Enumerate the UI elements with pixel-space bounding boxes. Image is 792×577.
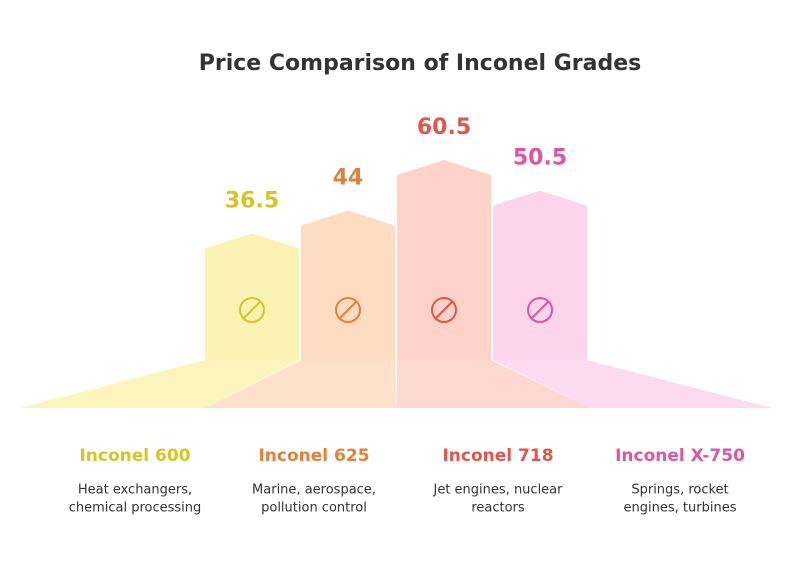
category-label: Inconel 600 (79, 446, 190, 466)
category-label: Inconel 718 (442, 446, 553, 466)
description: engines, turbines (624, 501, 737, 516)
bar (205, 233, 299, 360)
description: chemical processing (69, 501, 202, 516)
bar (493, 190, 587, 360)
description: Jet engines, nuclear (433, 483, 564, 498)
value-label: 50.5 (513, 146, 567, 171)
icon-part (339, 301, 357, 319)
description: reactors (471, 501, 525, 516)
floor-segment (20, 360, 299, 408)
floor-segment (205, 360, 397, 408)
category-label: Inconel X-750 (615, 446, 745, 466)
description: Springs, rocket (631, 483, 728, 498)
description: pollution control (261, 501, 367, 516)
value-label: 44 (333, 165, 364, 190)
icon-part (431, 297, 457, 323)
floor-segment (493, 360, 772, 408)
description: Heat exchangers, (78, 483, 192, 498)
icon-part (435, 301, 453, 319)
icon-part (527, 297, 553, 323)
icon-part (531, 301, 549, 319)
icon-part (335, 297, 361, 323)
icon (239, 297, 265, 323)
floor-segment (397, 360, 590, 408)
icon-part (243, 301, 261, 319)
category-label: Inconel 625 (258, 446, 369, 466)
value-label: 60.5 (417, 115, 471, 140)
chart-title: Price Comparison of Inconel Grades (199, 51, 641, 76)
description: Marine, aerospace, (252, 483, 376, 498)
value-label: 36.5 (225, 188, 279, 213)
icon (335, 297, 361, 323)
icon (431, 297, 457, 323)
bar (397, 160, 491, 360)
icon-part (239, 297, 265, 323)
bar (301, 210, 395, 360)
icon (527, 297, 553, 323)
